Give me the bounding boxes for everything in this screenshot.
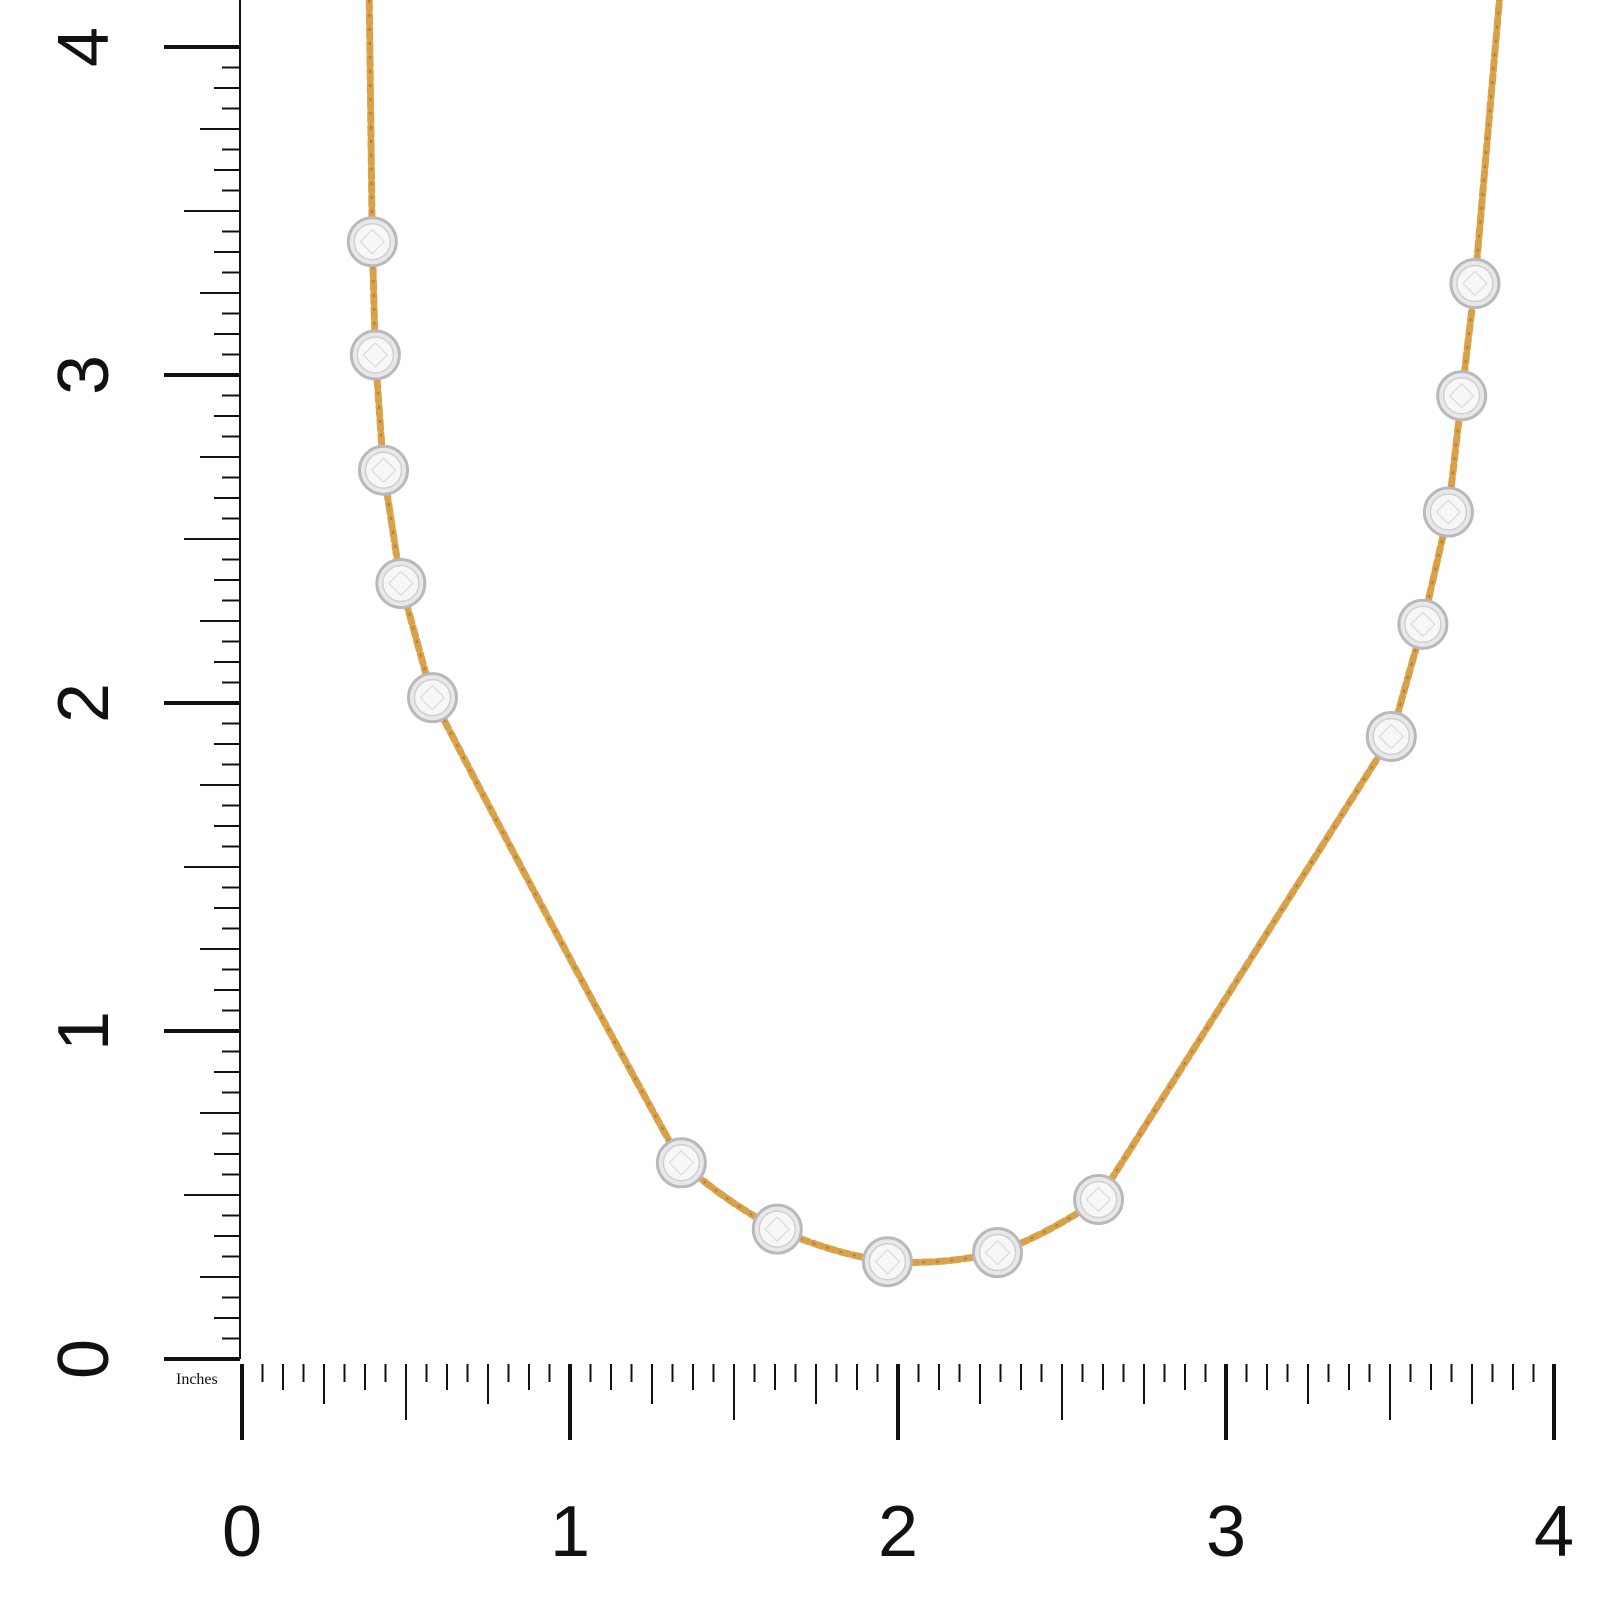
facet: [362, 342, 389, 368]
necklace: [346, 0, 1503, 1288]
y-ruler-label: 0: [44, 1339, 124, 1379]
facet: [359, 229, 386, 255]
x-ruler-label: 3: [1206, 1492, 1246, 1572]
facet: [1448, 383, 1475, 409]
diamond: [1079, 1180, 1118, 1219]
y-ruler-label: 1: [44, 1011, 124, 1051]
facet: [1378, 723, 1404, 750]
diamond: [364, 451, 403, 489]
unit-label: Inches: [176, 1371, 218, 1388]
facet: [764, 1216, 790, 1242]
diamond: [356, 336, 395, 374]
diamond: [662, 1144, 701, 1182]
diamond: [868, 1242, 907, 1281]
diamond: [978, 1233, 1017, 1272]
diamond: [1442, 377, 1481, 415]
y-ruler-label: 4: [44, 27, 124, 67]
diamond: [382, 564, 420, 603]
diamond: [1404, 605, 1442, 643]
facet: [388, 570, 414, 597]
facet: [1435, 499, 1462, 525]
facet: [1085, 1186, 1112, 1213]
diamond: [1372, 717, 1411, 756]
x-ruler-label: 4: [1534, 1492, 1574, 1572]
facet: [1462, 270, 1488, 297]
facet: [370, 457, 397, 483]
diamond: [353, 222, 392, 261]
x-ruler-label: 1: [550, 1492, 590, 1572]
y-ruler-label: 2: [44, 683, 124, 723]
facet: [874, 1249, 901, 1275]
diamond: [413, 678, 452, 717]
facet: [1410, 611, 1436, 637]
facet: [984, 1239, 1011, 1266]
diamond: [1429, 493, 1468, 531]
facet: [668, 1150, 695, 1176]
facet: [419, 684, 446, 711]
x-ruler-label: 0: [222, 1492, 262, 1572]
diamond: [1456, 264, 1494, 303]
diamond: [758, 1210, 796, 1248]
y-ruler-label: 3: [44, 355, 124, 395]
x-ruler-label: 2: [878, 1492, 918, 1572]
ruler: 0 1 2 3 4 0 1 2 3 4: [44, 0, 1574, 1572]
